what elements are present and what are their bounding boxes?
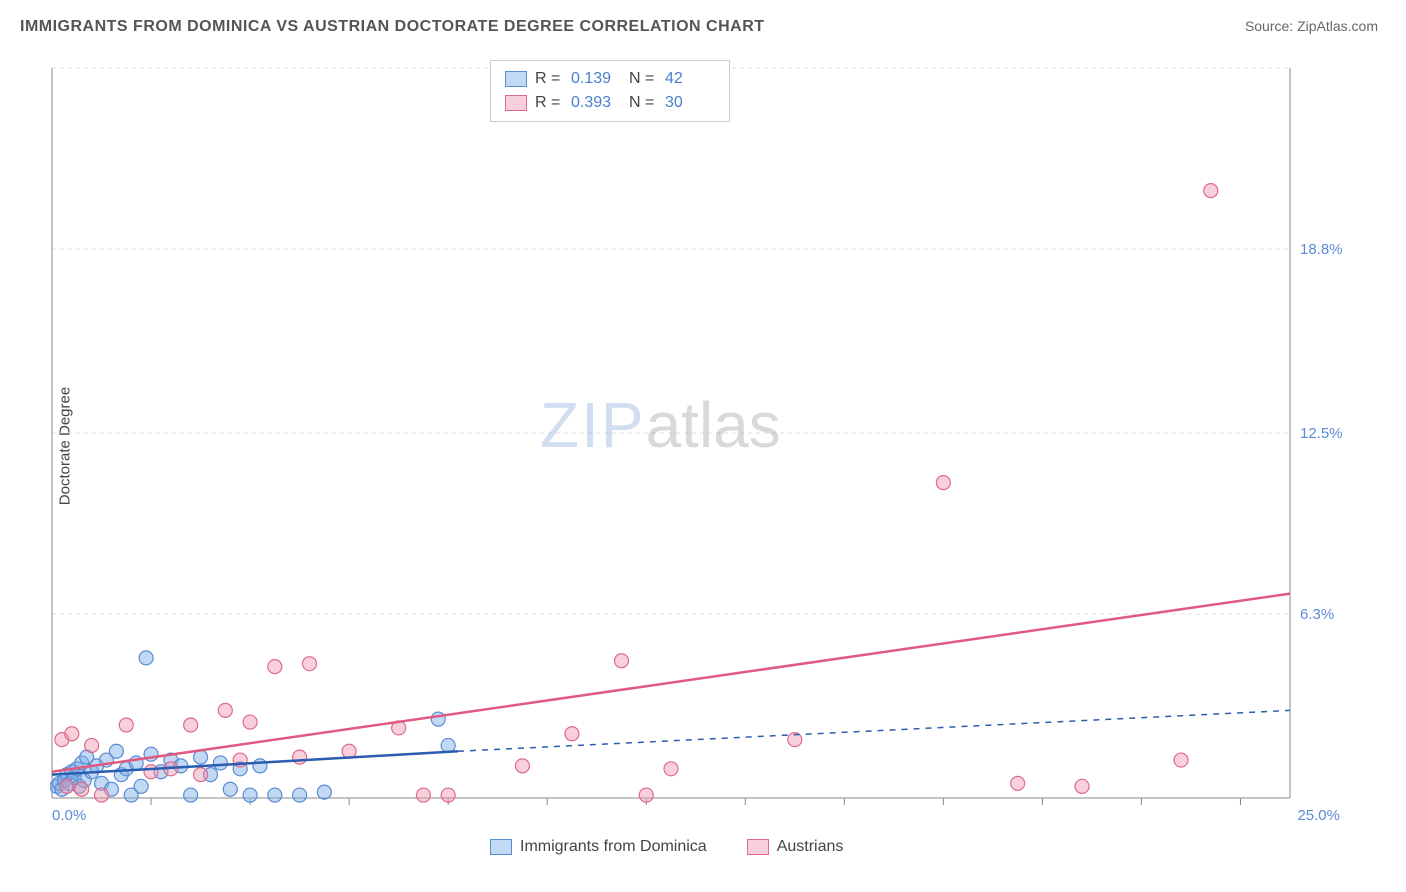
- plot-area: 6.3%12.5%18.8%0.0%25.0% ZIPatlas R =0.13…: [50, 58, 1350, 828]
- svg-text:6.3%: 6.3%: [1300, 606, 1334, 623]
- legend-r-label: R =: [535, 94, 563, 112]
- legend-n-label: N =: [629, 94, 657, 112]
- source-label: Source:: [1245, 18, 1293, 34]
- svg-text:12.5%: 12.5%: [1300, 425, 1343, 442]
- legend-swatch: [490, 839, 512, 855]
- svg-text:18.8%: 18.8%: [1300, 241, 1343, 258]
- legend-series-item: Immigrants from Dominica: [490, 838, 707, 856]
- source-credit: Source: ZipAtlas.com: [1245, 18, 1378, 34]
- legend-r-value: 0.139: [571, 70, 621, 88]
- legend-swatch: [747, 839, 769, 855]
- chart-container: IMMIGRANTS FROM DOMINICA VS AUSTRIAN DOC…: [0, 0, 1406, 892]
- source-link[interactable]: ZipAtlas.com: [1297, 18, 1378, 34]
- chart-title: IMMIGRANTS FROM DOMINICA VS AUSTRIAN DOC…: [20, 18, 765, 36]
- scatter-svg: 6.3% 12.5% 18.8% 0.0% 25.0%: [50, 58, 1350, 828]
- legend-series: Immigrants from Dominica Austrians: [490, 838, 843, 856]
- legend-r-label: R =: [535, 70, 563, 88]
- legend-row: R = 0.139 N = 42: [505, 67, 715, 91]
- legend-r-value: 0.393: [571, 94, 621, 112]
- svg-text:25.0%: 25.0%: [1297, 807, 1340, 824]
- legend-correlation: R = 0.139 N = 42 R = 0.393 N = 30: [490, 60, 730, 122]
- legend-swatch: [505, 95, 527, 111]
- legend-swatch: [505, 71, 527, 87]
- legend-series-name: Immigrants from Dominica: [520, 838, 707, 856]
- legend-series-name: Austrians: [777, 838, 844, 856]
- legend-n-value: 42: [665, 70, 715, 88]
- svg-text:0.0%: 0.0%: [52, 807, 86, 824]
- legend-row: R = 0.393 N = 30: [505, 91, 715, 115]
- legend-n-label: N =: [629, 70, 657, 88]
- legend-n-value: 30: [665, 94, 715, 112]
- legend-series-item: Austrians: [747, 838, 844, 856]
